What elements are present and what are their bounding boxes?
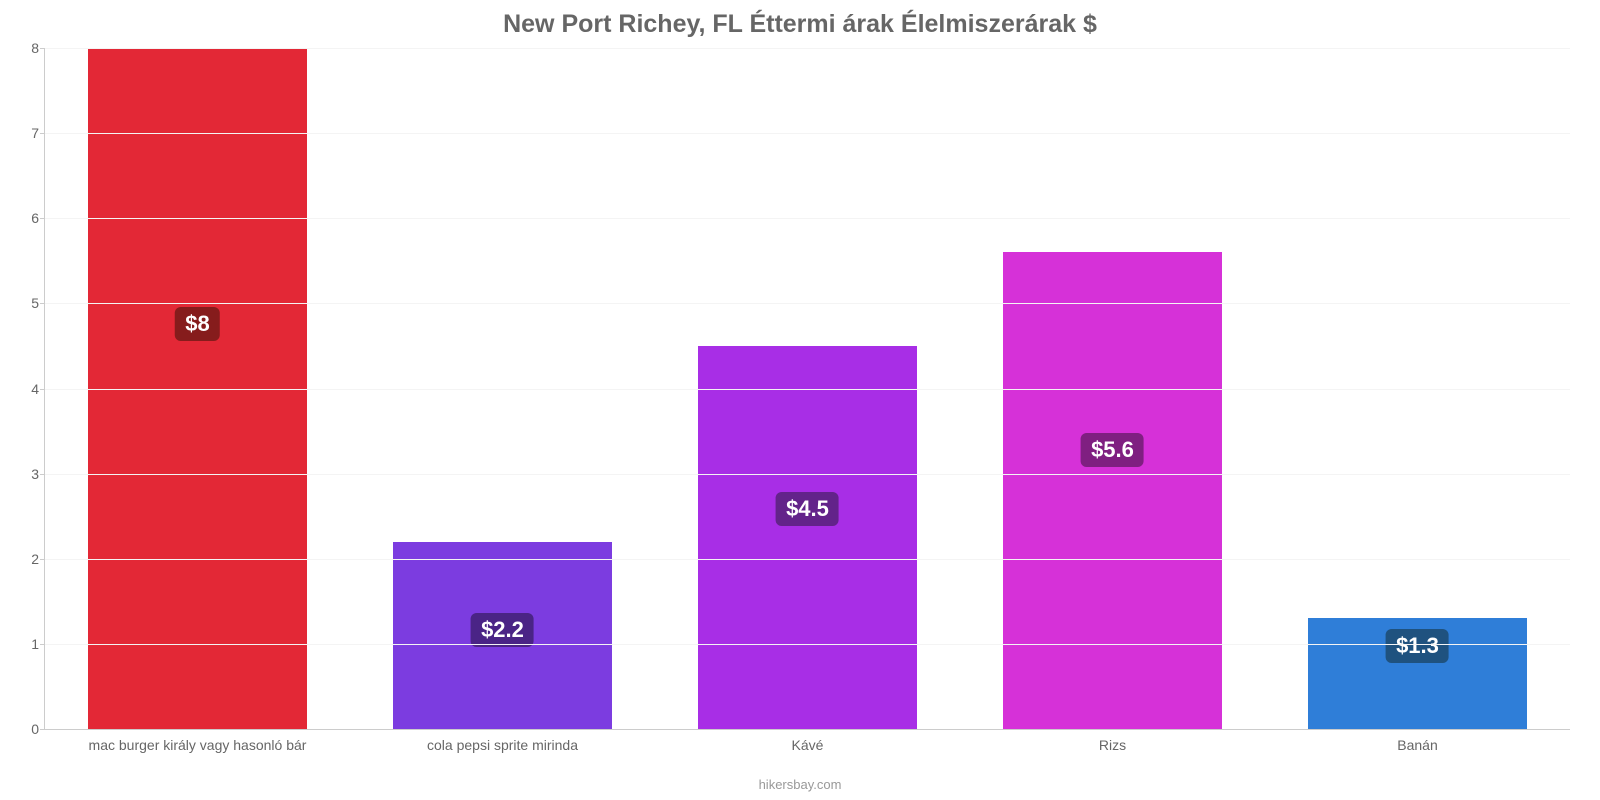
ytick-mark xyxy=(40,303,45,304)
ytick-label: 2 xyxy=(15,551,39,567)
price-chart: New Port Richey, FL Éttermi árak Élelmis… xyxy=(0,0,1600,800)
xtick-label: Banán xyxy=(1397,737,1437,753)
value-badge: $1.3 xyxy=(1386,629,1449,663)
xtick-label: Rizs xyxy=(1099,737,1126,753)
ytick-label: 5 xyxy=(15,295,39,311)
ytick-label: 6 xyxy=(15,210,39,226)
bar: $1.3 xyxy=(1308,618,1528,729)
value-badge: $5.6 xyxy=(1081,433,1144,467)
ytick-label: 1 xyxy=(15,636,39,652)
gridline xyxy=(45,389,1570,390)
xtick-label: Kávé xyxy=(792,737,824,753)
ytick-mark xyxy=(40,389,45,390)
value-badge: $2.2 xyxy=(471,613,534,647)
value-badge: $4.5 xyxy=(776,492,839,526)
bar: $4.5 xyxy=(698,346,918,729)
ytick-label: 0 xyxy=(15,721,39,737)
ytick-mark xyxy=(40,644,45,645)
ytick-label: 7 xyxy=(15,125,39,141)
gridline xyxy=(45,133,1570,134)
gridline xyxy=(45,48,1570,49)
ytick-label: 3 xyxy=(15,466,39,482)
bar: $5.6 xyxy=(1003,252,1223,729)
value-badge: $8 xyxy=(175,307,219,341)
ytick-mark xyxy=(40,729,45,730)
xtick-label: cola pepsi sprite mirinda xyxy=(427,737,578,753)
ytick-mark xyxy=(40,133,45,134)
gridline xyxy=(45,303,1570,304)
gridline xyxy=(45,218,1570,219)
gridline xyxy=(45,559,1570,560)
ytick-mark xyxy=(40,559,45,560)
chart-footer: hikersbay.com xyxy=(0,777,1600,792)
ytick-label: 4 xyxy=(15,381,39,397)
gridline xyxy=(45,474,1570,475)
gridline xyxy=(45,644,1570,645)
ytick-mark xyxy=(40,474,45,475)
plot-area: $8$2.2$4.5$5.6$1.3 012345678mac burger k… xyxy=(44,48,1570,730)
ytick-label: 8 xyxy=(15,40,39,56)
ytick-mark xyxy=(40,48,45,49)
xtick-label: mac burger király vagy hasonló bár xyxy=(89,737,307,753)
bar: $2.2 xyxy=(393,542,613,729)
chart-title: New Port Richey, FL Éttermi árak Élelmis… xyxy=(0,0,1600,48)
ytick-mark xyxy=(40,218,45,219)
